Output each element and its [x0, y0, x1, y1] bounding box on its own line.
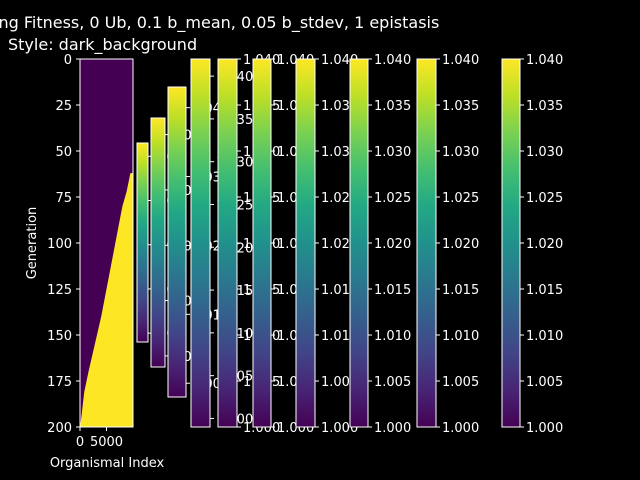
colorbar-gradient: [501, 58, 521, 428]
y-tick-label: 100: [47, 237, 72, 252]
colorbar-gradient: [416, 58, 437, 428]
colorbar-tick-label: 1.040: [526, 53, 563, 68]
colorbar-tick-label: 1.025: [526, 191, 563, 206]
y-tick-label: 0: [64, 53, 72, 68]
colorbar-tick-label: 1.030: [442, 145, 479, 160]
colorbar-tick-label: 1.040: [321, 53, 358, 68]
colorbar-tick-label: 1.035: [321, 99, 358, 114]
colorbar-tick-label: 1.015: [442, 283, 479, 298]
y-axis-label: Generation: [25, 207, 40, 280]
colorbar-tick-label: 1.030: [374, 145, 411, 160]
colorbar-tick-label: 1.025: [321, 191, 358, 206]
main-y-ticks: 0 25 50 75 100 125 150 175 200: [47, 53, 80, 436]
colorbar-tick-label: 1.040: [374, 53, 411, 68]
colorbar-tick-label: 1.010: [442, 329, 479, 344]
colorbar-tick-label: 1.010: [321, 329, 358, 344]
colorbar-7: 1.000 1.005 1.010 1.015 1.020 1.025 1.030 1.035…: [295, 53, 358, 436]
colorbar-tick-label: 1.035: [526, 99, 563, 114]
colorbar-tick-label: 1.035: [374, 99, 411, 114]
colorbar-tick-label: 1.040: [442, 53, 479, 68]
y-tick-label: 200: [47, 421, 72, 436]
colorbar-gradient: [167, 86, 187, 398]
colorbar-gradient: [349, 58, 369, 428]
colorbar-tick-label: 1.015: [374, 283, 411, 298]
x-tick-label: 5000: [90, 435, 123, 450]
colorbar-tick-label: 1.005: [321, 375, 358, 390]
y-tick-label: 75: [55, 191, 72, 206]
colorbar-tick-label: 1.005: [526, 375, 563, 390]
y-tick-label: 175: [47, 375, 72, 390]
colorbar-tick-label: 1.000: [374, 421, 411, 436]
colorbar-tick-label: 1.000: [526, 421, 563, 436]
heatmap-high-region: [80, 173, 133, 427]
colorbar-gradient: [295, 58, 316, 428]
x-tick-label: 0: [76, 435, 84, 450]
colorbar-gradient: [136, 142, 149, 343]
main-x-ticks: 0 5000: [76, 427, 123, 450]
colorbar-tick-label: 1.010: [526, 329, 563, 344]
colorbar-tick-label: 1.020: [526, 237, 563, 252]
colorbar-10: 1.000 1.005 1.010 1.015 1.020 1.025 1.030 1.035…: [501, 53, 563, 436]
colorbar-tick-label: 1.005: [442, 375, 479, 390]
chart-title-line-1: ing Fitness, 0 Ub, 0.1 b_mean, 0.05 b_st…: [0, 13, 439, 33]
colorbar-tick-label: 1.005: [374, 375, 411, 390]
colorbar-tick-label: 1.020: [321, 237, 358, 252]
colorbar-gradient: [150, 117, 166, 368]
colorbar-tick-label: 1.025: [374, 191, 411, 206]
colorbar-group: 1.001.011.021.031.041.001.011.021.031.04…: [136, 53, 563, 436]
colorbar-tick-label: 1.000: [321, 421, 358, 436]
colorbar-gradient: [190, 58, 211, 428]
colorbar-tick-label: 1.020: [374, 237, 411, 252]
colorbar-9: 1.000 1.005 1.010 1.015 1.020 1.025 1.030 1.035…: [416, 53, 479, 436]
colorbar-tick-label: 1.010: [374, 329, 411, 344]
x-axis-label: Organismal Index: [50, 456, 165, 471]
colorbar-tick-label: 1.025: [442, 191, 479, 206]
colorbar-tick-label: 1.035: [442, 99, 479, 114]
colorbar-tick-label: 1.015: [526, 283, 563, 298]
y-tick-label: 150: [47, 329, 72, 344]
colorbar-8: 1.000 1.005 1.010 1.015 1.020 1.025 1.030 1.035…: [349, 53, 411, 436]
y-tick-label: 25: [55, 99, 72, 114]
colorbar-gradient: [252, 58, 272, 428]
colorbar-tick-label: 1.015: [321, 283, 358, 298]
colorbar-gradient: [217, 58, 238, 428]
y-tick-label: 50: [55, 145, 72, 160]
colorbar-tick-label: 1.030: [526, 145, 563, 160]
colorbar-tick-label: 1.000: [442, 421, 479, 436]
colorbar-tick-label: 1.020: [442, 237, 479, 252]
y-tick-label: 125: [47, 283, 72, 298]
chart-title-line-2: Style: dark_background: [8, 35, 197, 55]
colorbar-tick-label: 1.030: [321, 145, 358, 160]
